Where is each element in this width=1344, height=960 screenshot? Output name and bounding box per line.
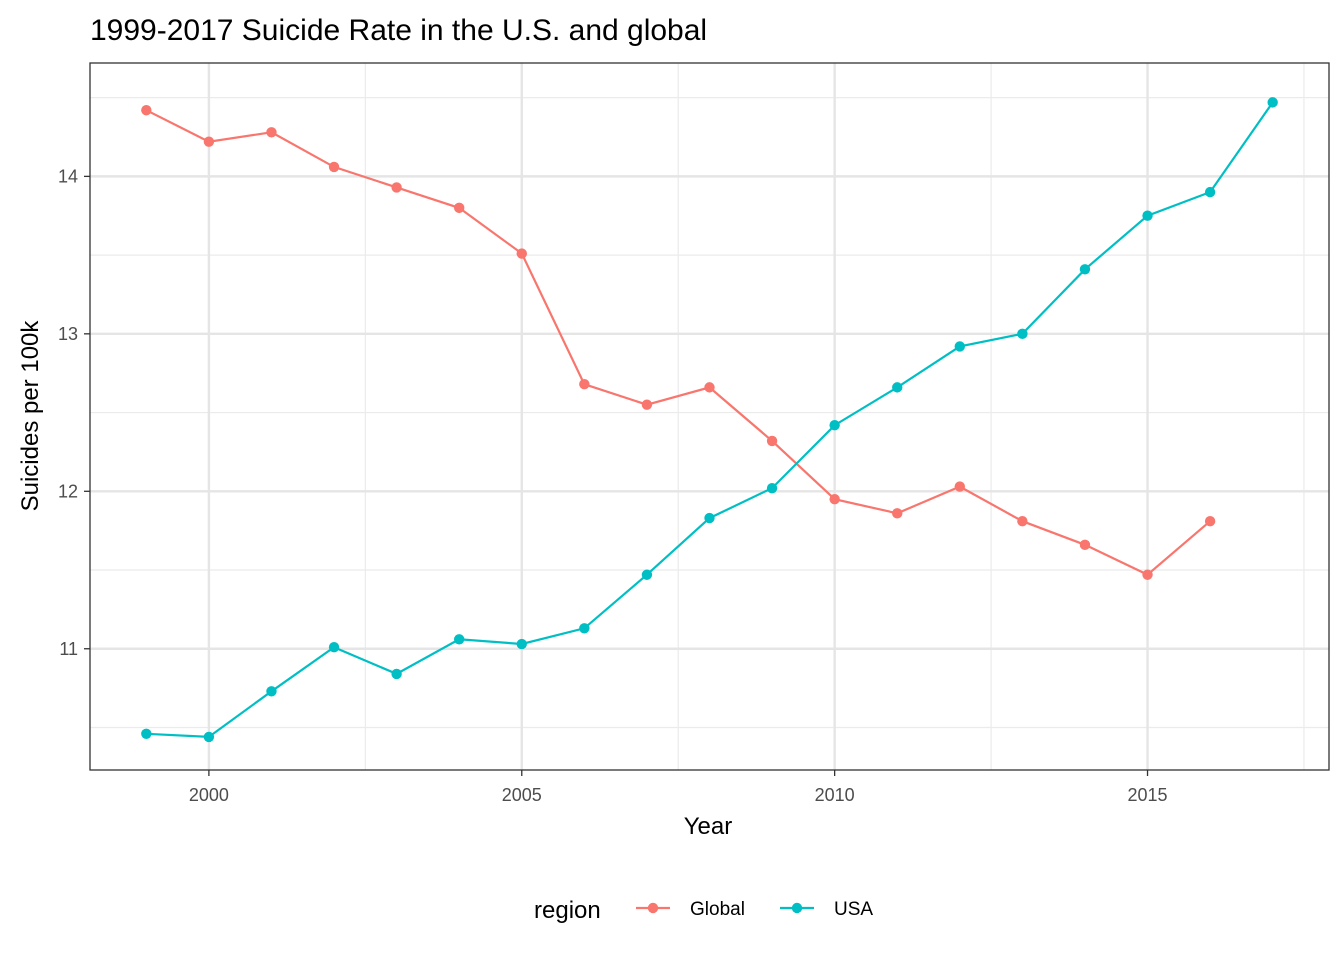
legend-label-global: Global bbox=[690, 899, 745, 920]
y-axis-title: Suicides per 100k bbox=[17, 320, 44, 512]
data-point-global bbox=[829, 493, 840, 505]
y-tick-label: 14 bbox=[58, 166, 78, 186]
data-point-global bbox=[704, 382, 715, 393]
legend-key-point-usa bbox=[791, 902, 803, 914]
data-point-usa bbox=[641, 569, 653, 580]
legend: region Global USA bbox=[534, 897, 873, 924]
plot-area: 2000 2005 2010 2015 11 12 13 14 bbox=[58, 62, 1330, 805]
legend-label-usa: USA bbox=[834, 899, 873, 920]
legend-key-point-global bbox=[647, 902, 659, 914]
data-point-global bbox=[141, 105, 152, 116]
data-point-usa bbox=[1017, 328, 1028, 340]
x-tick-label: 2015 bbox=[1128, 785, 1168, 805]
x-axis-title: Year bbox=[684, 813, 733, 840]
data-point-global bbox=[892, 508, 903, 519]
data-point-usa bbox=[141, 728, 152, 739]
data-point-usa bbox=[1204, 186, 1216, 198]
data-point-usa bbox=[266, 686, 277, 697]
x-tick-label: 2010 bbox=[815, 785, 855, 805]
series-line-global bbox=[145, 109, 1211, 577]
data-point-global bbox=[328, 161, 340, 173]
data-point-usa bbox=[1142, 210, 1153, 221]
series-line-usa bbox=[146, 101, 1274, 739]
data-point-global bbox=[579, 379, 590, 390]
legend-title: region bbox=[534, 897, 601, 924]
data-point-usa bbox=[892, 382, 903, 393]
data-point-global bbox=[266, 127, 277, 138]
data-point-global bbox=[641, 399, 653, 410]
data-point-global bbox=[203, 136, 215, 147]
data-point-usa bbox=[391, 668, 402, 680]
data-point-usa bbox=[766, 482, 778, 494]
data-point-usa bbox=[1267, 97, 1278, 108]
data-point-usa bbox=[579, 623, 590, 634]
data-point-usa bbox=[954, 341, 966, 352]
data-point-global bbox=[954, 481, 966, 492]
chart-title: 1999-2017 Suicide Rate in the U.S. and g… bbox=[90, 14, 707, 47]
y-tick-label: 11 bbox=[59, 639, 78, 659]
data-point-global bbox=[1017, 516, 1028, 527]
data-point-global bbox=[391, 182, 402, 193]
x-tick-label: 2005 bbox=[502, 785, 542, 805]
data-point-global bbox=[1142, 569, 1153, 580]
data-point-global bbox=[516, 248, 527, 259]
y-tick-label: 13 bbox=[58, 324, 78, 344]
data-point-usa bbox=[704, 512, 715, 524]
panel-border bbox=[89, 62, 1330, 771]
data-point-global bbox=[1079, 539, 1091, 551]
y-tick-label: 12 bbox=[58, 481, 78, 501]
data-point-usa bbox=[516, 638, 527, 650]
data-point-global bbox=[1204, 516, 1216, 527]
data-point-global bbox=[766, 435, 778, 447]
data-point-usa bbox=[328, 641, 340, 653]
data-point-global bbox=[453, 202, 465, 214]
data-point-usa bbox=[829, 419, 840, 431]
data-point-usa bbox=[453, 634, 465, 645]
data-point-usa bbox=[203, 731, 215, 743]
x-tick-label: 2000 bbox=[189, 785, 229, 805]
data-point-usa bbox=[1079, 264, 1091, 275]
